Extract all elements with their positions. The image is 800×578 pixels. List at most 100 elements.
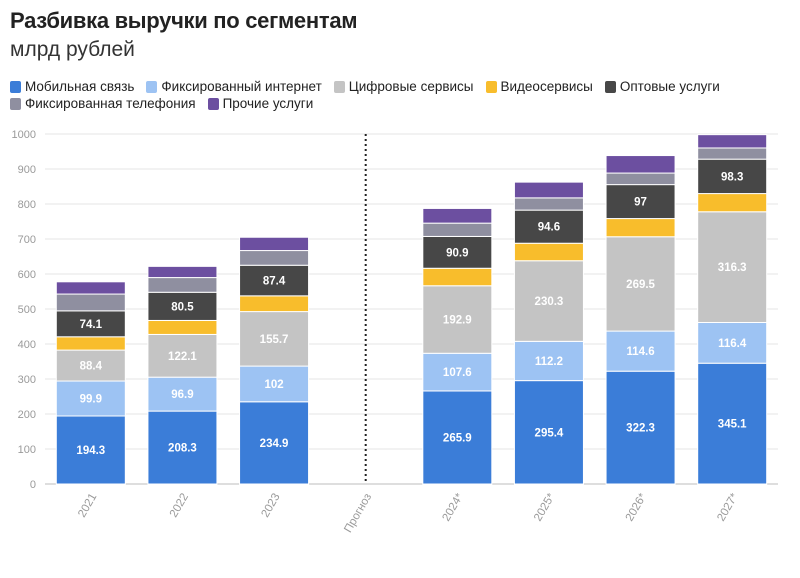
bar-segment — [147, 265, 218, 279]
chart-title: Разбивка выручки по сегментам — [10, 8, 358, 33]
legend-item: Прочие услуги — [207, 96, 314, 111]
bar-segment — [513, 260, 584, 342]
legend-label: Цифровые сервисы — [348, 79, 474, 94]
data-label: 194.3 — [76, 445, 105, 457]
x-tick-label: 2026* — [624, 491, 650, 523]
data-label: 74.1 — [80, 319, 103, 331]
legend-swatch — [10, 80, 21, 93]
bar-segment — [513, 197, 584, 211]
x-tick-label: 2022 — [168, 492, 191, 520]
bar-segment — [147, 376, 218, 412]
data-label: 155.7 — [260, 334, 289, 346]
data-label: 96.9 — [171, 389, 193, 401]
data-label: 265.9 — [443, 432, 472, 444]
bar-segment — [605, 155, 676, 174]
legend-row: Фиксированная телефония Прочие услуги — [10, 95, 710, 112]
data-label: 295.4 — [535, 427, 564, 439]
y-tick-label: 500 — [18, 304, 36, 316]
data-label: 234.9 — [260, 438, 289, 450]
legend-label: Фиксированный интернет — [161, 79, 322, 94]
bar-segment — [147, 291, 218, 321]
x-tick-label: 2024* — [440, 491, 466, 523]
bar-segment — [605, 172, 676, 186]
data-label: 230.3 — [535, 296, 564, 308]
y-tick-label: 900 — [18, 164, 36, 176]
x-tick-label: 2027* — [715, 491, 741, 523]
bar-segment — [605, 236, 676, 332]
data-label: 98.3 — [721, 171, 743, 183]
y-tick-label: 200 — [18, 409, 36, 421]
data-label: 208.3 — [168, 443, 197, 455]
bar-segment — [55, 281, 126, 295]
bar-segment — [605, 218, 676, 238]
data-label: 112.2 — [535, 356, 563, 368]
y-tick-label: 1000 — [12, 129, 36, 141]
bar-segment — [422, 222, 493, 237]
chart-subtitle: млрд рублей — [10, 38, 135, 61]
x-tick-label: 2021 — [76, 492, 99, 520]
bar-segment — [422, 390, 493, 485]
bar-segment — [605, 330, 676, 372]
bar-segment — [239, 250, 310, 266]
y-tick-label: 0 — [30, 479, 36, 491]
bar-segment — [513, 209, 584, 244]
bar-segment — [422, 267, 493, 287]
bar-segment — [147, 333, 218, 378]
legend-swatch — [146, 80, 158, 93]
bar-segment — [697, 193, 768, 213]
legend-label: Мобильная связь — [25, 79, 135, 94]
legend-item: Цифровые сервисы — [333, 79, 474, 94]
data-label: 102 — [264, 379, 283, 391]
legend-swatch — [604, 80, 616, 93]
legend-item: Оптовые услуги — [604, 79, 720, 94]
y-tick-label: 300 — [18, 374, 36, 386]
y-tick-label: 400 — [18, 339, 36, 351]
bar-segment — [697, 362, 768, 485]
legend-item: Фиксированный интернет — [146, 79, 322, 94]
bar-segment — [697, 158, 768, 195]
data-label: 99.9 — [80, 394, 102, 406]
legend-swatch — [10, 97, 21, 110]
legend-swatch — [333, 80, 345, 93]
x-tick-label: Прогноз — [342, 492, 374, 535]
legend-item: Мобильная связь — [10, 79, 134, 94]
bar-segment — [147, 410, 218, 485]
y-tick-label: 800 — [18, 199, 36, 211]
chart-legend: Мобильная связь Фиксированный интернет Циф… — [10, 78, 720, 112]
data-label: 269.5 — [626, 279, 655, 291]
data-label: 88.4 — [80, 361, 103, 373]
bar-segment — [513, 242, 584, 262]
bar-segment — [422, 207, 493, 224]
bar-segment — [147, 277, 218, 293]
data-label: 94.6 — [538, 222, 560, 234]
legend-label: Оптовые услуги — [619, 79, 720, 94]
data-label: 316.3 — [718, 262, 747, 274]
bar-segment — [697, 147, 768, 160]
legend-item: Фиксированная телефония — [10, 96, 196, 111]
legend-label: Прочие услуги — [222, 96, 314, 111]
legend-swatch — [207, 97, 219, 110]
bar-segment — [605, 370, 676, 485]
data-label: 107.6 — [443, 367, 472, 379]
data-label: 80.5 — [171, 301, 194, 313]
bar-segment — [239, 236, 310, 252]
data-label: 192.9 — [443, 315, 472, 327]
bar-segment — [239, 295, 310, 313]
bar-segment — [422, 235, 493, 269]
y-tick-label: 100 — [18, 444, 36, 456]
legend-item: Видеосервисы — [485, 79, 593, 94]
bar-segment — [55, 336, 126, 351]
data-label: 345.1 — [718, 419, 747, 431]
legend-row: Мобильная связь Фиксированный интернет Циф… — [10, 78, 720, 95]
bar-segment — [147, 319, 218, 335]
bar-segment — [513, 380, 584, 485]
bar-segment — [55, 349, 126, 382]
data-label: 122.1 — [168, 351, 197, 363]
bar-segment — [55, 310, 126, 338]
data-label: 322.3 — [626, 423, 655, 435]
bar-segment — [697, 134, 768, 149]
legend-label: Видеосервисы — [500, 79, 593, 94]
data-label: 87.4 — [263, 276, 286, 288]
y-tick-label: 600 — [18, 269, 36, 281]
data-label: 97 — [634, 197, 647, 209]
